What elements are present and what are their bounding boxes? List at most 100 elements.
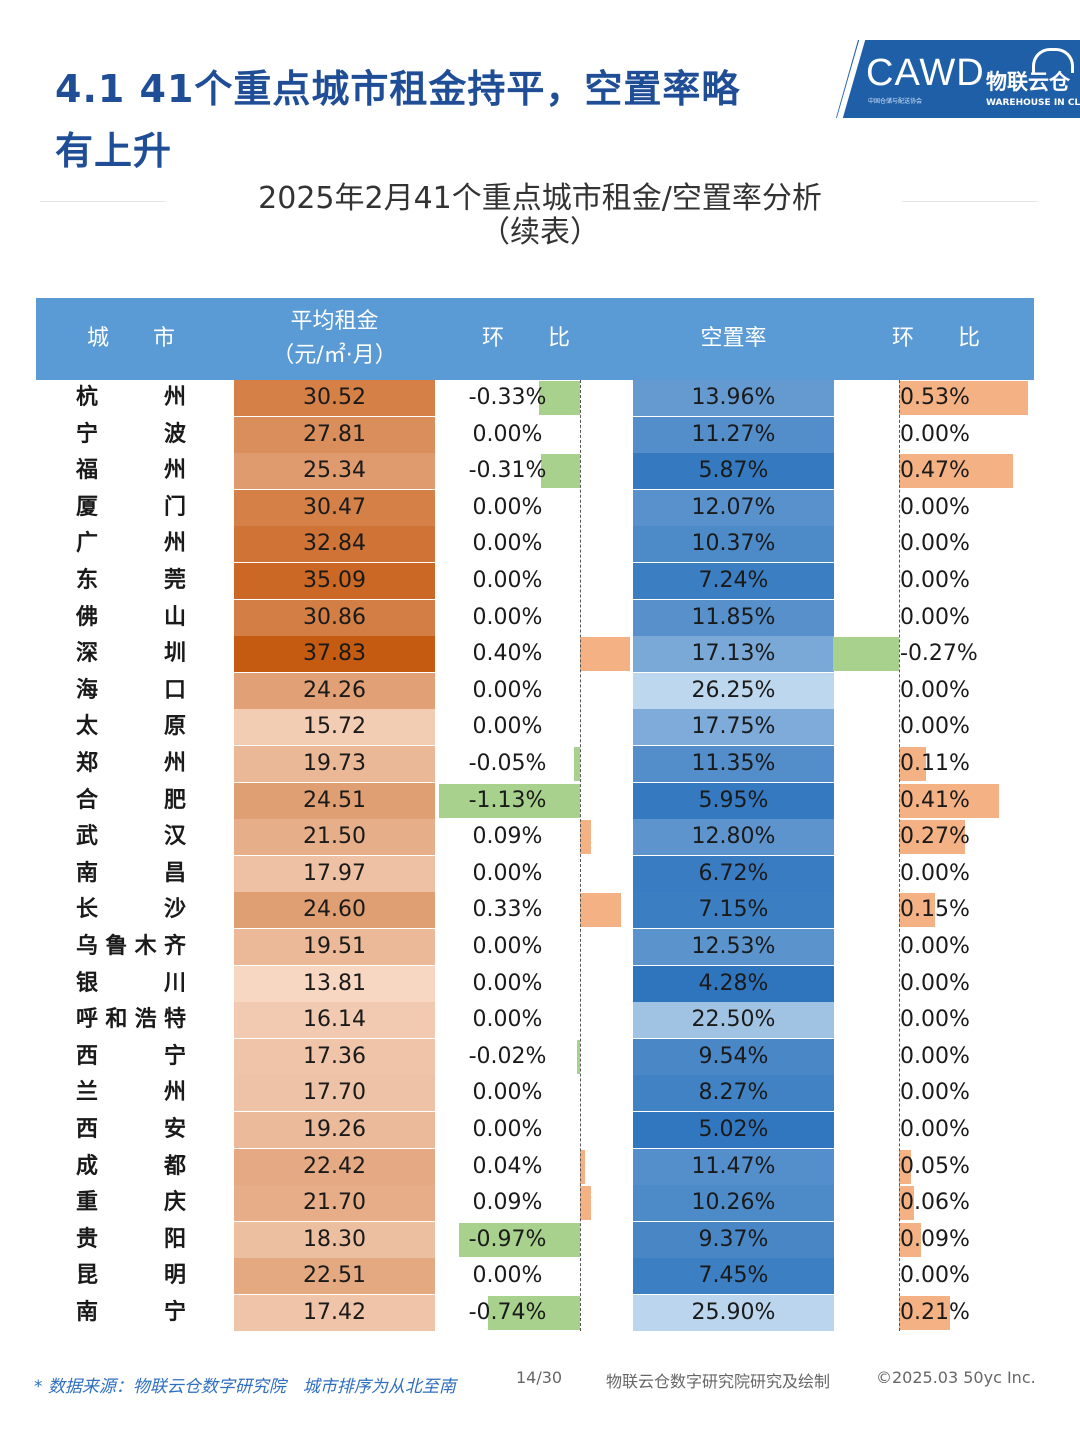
page-title-line2: 有上升: [55, 129, 173, 173]
vacancy-value: 12.53%: [691, 934, 776, 959]
rent-change-value: 0.09%: [472, 824, 543, 850]
city-name: 西宁: [76, 1043, 186, 1069]
rent-change-value: 0.00%: [472, 421, 543, 447]
rent-change-value: 0.00%: [472, 714, 543, 740]
vacancy-heat-cell: [633, 892, 834, 929]
vacancy-value: 7.45%: [698, 1263, 769, 1289]
rent-change-bar: [487, 1296, 580, 1330]
data-source-note: * 数据来源：物联云仓数字研究院 城市排序为从北至南: [34, 1377, 456, 1397]
city-name: 广州: [76, 531, 186, 557]
vacancy-value: 10.26%: [691, 1190, 776, 1216]
vacancy-heat-cell: [633, 1221, 834, 1258]
vacancy-heat-cell: [633, 1185, 834, 1222]
rent-value: 13.81: [303, 970, 366, 996]
vacancy-change-value: 0.00%: [900, 934, 970, 959]
rent-heat-cell: [234, 1221, 435, 1258]
vacancy-change-bar: [899, 747, 926, 781]
city-name: 贵阳: [76, 1226, 186, 1252]
vacancy-change-bar: [899, 381, 1028, 415]
vacancy-value: 5.87%: [698, 458, 769, 484]
rent-change-bar: [580, 637, 630, 672]
vacancy-heat-cell: [633, 709, 834, 746]
vacancy-heat-cell: [633, 416, 834, 453]
vacancy-value: 11.47%: [691, 1153, 776, 1179]
table-row: 昆明 22.51 0.00% 7.45% 0.00%: [36, 1258, 1034, 1295]
header-rent-change: 环 比: [481, 326, 570, 351]
vacancy-change-bar: [899, 454, 1014, 489]
city-name: 昆明: [76, 1263, 186, 1289]
city-name: 西安: [76, 1117, 186, 1142]
vacancy-change-value: 0.00%: [900, 1263, 970, 1289]
rent-change-bar: [541, 454, 580, 489]
vacancy-change-axis: [899, 380, 900, 1331]
vacancy-heat-cell: [633, 1075, 834, 1112]
vacancy-change-value: 0.00%: [900, 568, 970, 593]
rent-value: 17.42: [303, 1300, 366, 1325]
rent-change-value: 0.00%: [472, 531, 543, 557]
chart-subtitle-line1: 2025年2月41个重点城市租金/空置率分析: [258, 181, 822, 216]
rent-change-bar: [577, 1039, 580, 1074]
vacancy-change-value: 0.41%: [900, 787, 970, 813]
page-title-line1: 4.1 41个重点城市租金持平，空置率略: [55, 67, 741, 111]
rent-value: 24.51: [303, 787, 366, 813]
table-row: 广州 32.84 0.00% 10.37% 0.00%: [36, 526, 1034, 563]
vacancy-change-value: 0.00%: [900, 714, 970, 740]
vacancy-value: 17.13%: [691, 641, 776, 667]
rent-change-value: 0.00%: [472, 1117, 543, 1142]
rent-change-bar: [538, 381, 580, 415]
rent-change-value: 0.33%: [472, 897, 543, 923]
rent-change-value: 0.00%: [472, 934, 543, 959]
vacancy-change-value: 0.00%: [900, 970, 970, 996]
vacancy-value: 17.75%: [691, 714, 776, 740]
rent-change-bar: [580, 1149, 585, 1184]
vacancy-change-value: 0.00%: [900, 1080, 970, 1106]
rent-change-value: -0.31%: [468, 458, 547, 484]
vacancy-heat-cell: [633, 1258, 834, 1295]
vacancy-change-value: 0.00%: [900, 604, 970, 630]
chart-subtitle: 2025年2月41个重点城市租金/空置率分析 （续表）: [180, 182, 900, 250]
vacancy-change-bar: [899, 893, 936, 928]
rent-change-value: 0.40%: [472, 641, 543, 667]
rent-value: 21.70: [303, 1190, 366, 1216]
rent-value: 19.26: [303, 1117, 366, 1142]
rent-value: 17.97: [303, 860, 366, 886]
vacancy-change-value: 0.05%: [900, 1153, 970, 1179]
city-name: 佛山: [76, 604, 186, 630]
vacancy-change-value: 0.00%: [900, 1043, 970, 1069]
rent-value: 24.60: [303, 897, 366, 923]
rent-change-value: 0.00%: [472, 568, 543, 593]
table-row: 太原 15.72 0.00% 17.75% 0.00%: [36, 709, 1034, 746]
city-name: 合肥: [76, 787, 186, 813]
rent-heat-cell: [234, 929, 435, 965]
rent-heat-cell: [234, 1295, 435, 1331]
rent-value: 15.72: [303, 714, 366, 740]
vacancy-change-bar: [899, 1186, 914, 1221]
rent-value: 19.73: [303, 751, 366, 776]
city-name: 深圳: [76, 641, 186, 667]
city-name: 太原: [76, 714, 186, 740]
vacancy-value: 5.95%: [698, 787, 769, 813]
city-name: 福州: [76, 458, 186, 484]
city-name: 郑州: [76, 751, 186, 776]
table-row: 重庆 21.70 0.09% 10.26% 0.06%: [36, 1185, 1034, 1222]
rent-change-value: 0.00%: [472, 677, 543, 703]
table-row: 福州 25.34 -0.31% 5.87% 0.47%: [36, 453, 1034, 490]
rent-change-value: 0.04%: [472, 1153, 543, 1179]
vacancy-value: 11.85%: [691, 604, 776, 630]
rent-change-value: 0.00%: [472, 1080, 543, 1106]
rent-heat-cell: [234, 1112, 435, 1148]
rent-heat-cell: [234, 599, 435, 636]
rent-heat-cell: [234, 489, 435, 526]
vacancy-heat-cell: [633, 1038, 834, 1075]
rent-value: 24.26: [303, 677, 366, 703]
vacancy-value: 11.35%: [691, 751, 776, 776]
footer-copyright: ©2025.03 50yc Inc.: [876, 1368, 1036, 1387]
vacancy-change-value: 0.47%: [900, 458, 970, 484]
city-name: 成都: [76, 1153, 186, 1179]
vacancy-heat-cell: [633, 672, 834, 709]
page-title: 4.1 41个重点城市租金持平，空置率略 有上升: [55, 58, 815, 182]
cloud-icon: [1032, 48, 1074, 73]
header-rent: 平均租金 （元/㎡·月）: [234, 298, 435, 380]
rent-heat-cell: [234, 672, 435, 709]
rent-change-value: -0.74%: [468, 1300, 547, 1325]
